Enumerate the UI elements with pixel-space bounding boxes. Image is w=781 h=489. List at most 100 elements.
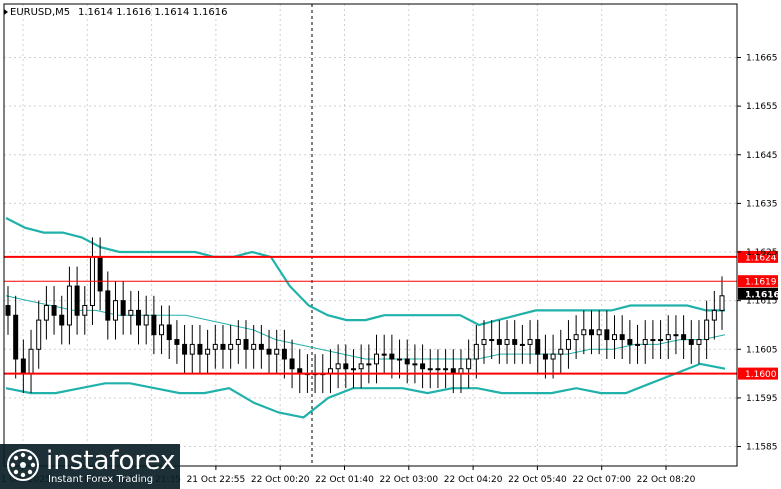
candle-body [581,329,587,336]
candle-body [82,305,88,316]
candle-body [166,324,172,341]
candle [297,349,303,394]
candle [397,339,403,379]
chart-grid [4,4,737,466]
candle-body [527,339,533,345]
candle [251,324,257,369]
candle-body [212,343,218,350]
candle [136,290,142,345]
candle-body [5,305,11,316]
x-tick-label: 22 Oct 04:20 [444,475,503,485]
candle [381,334,387,374]
candle-body [120,300,126,316]
candle-body [228,343,234,350]
candle [443,349,449,389]
candle-body [174,339,180,345]
ohlc-readout: 1.1614 1.1616 1.1614 1.1616 [78,7,228,18]
candle [496,320,502,364]
candle [174,320,180,364]
candle [59,295,65,345]
candle [228,324,234,369]
candle [719,276,725,330]
candle-body [358,363,364,370]
candle [243,320,249,369]
candle-body [642,339,648,345]
candle-body [650,339,656,342]
y-tick-label: 1.1615 [746,297,778,307]
candle-body [435,368,441,371]
y-tick-label: 1.1605 [746,345,778,355]
candle-body [404,358,410,365]
horizontal-levels[interactable]: 1.1624 1.1619 1.1600 1.1616 [4,250,780,380]
price-level-label: 1.1624 [745,253,777,263]
candle-body [619,334,625,341]
candle-body [251,343,257,350]
candle [404,339,410,384]
candle-body [243,339,249,350]
candle [450,349,456,394]
candle [420,344,426,389]
candle [43,286,49,340]
candle [658,320,664,360]
x-tick-label: 22 Oct 05:40 [508,475,567,485]
candle [435,349,441,389]
symbol-arrow-icon [4,9,8,15]
bollinger-upper-line [5,217,725,327]
candle [343,344,349,389]
y-tick-label: 1.1585 [746,443,778,453]
candle-body [596,329,602,336]
candle-body [74,285,80,316]
candle-body [711,309,717,321]
candle-body [604,329,610,341]
candle-body [220,343,226,350]
candle-body [420,363,426,370]
candle-body [159,324,165,336]
y-tick-label: 1.1625 [746,248,778,258]
x-tick-label: 21 Oct 22:55 [187,475,246,485]
candle [665,315,671,360]
candle-body [136,309,142,326]
y-tick-label: 1.1655 [746,102,778,112]
candle [504,320,510,364]
candle [412,344,418,384]
candle [535,320,541,374]
price-level-tag [738,275,778,288]
candle-body [558,348,564,355]
candle-body [374,353,380,365]
candle-body [43,305,49,321]
candle [105,271,111,340]
candle [258,324,264,369]
candle [612,315,618,360]
candle [289,339,295,389]
candle [681,315,687,360]
candle-body [665,334,671,341]
chart-frame [3,3,738,467]
x-tick-label: 22 Oct 08:20 [637,475,696,485]
candle-body [473,343,479,360]
candle-body [289,358,295,370]
candle [558,329,564,374]
candle [573,315,579,360]
candle-body [412,363,418,366]
price-level-tag [738,367,778,380]
candle-body [658,339,664,342]
candle [112,281,118,340]
candle [427,349,433,389]
candle-body [281,348,287,360]
candles [5,237,725,394]
candle-body [481,339,487,345]
candle-body [627,339,633,345]
candle [688,320,694,364]
candle-body [381,353,387,356]
candle-body [542,353,548,360]
candle [189,324,195,374]
x-tick-label: 22 Oct 00:20 [251,475,310,485]
candle-body [673,334,679,337]
candle [335,344,341,389]
candle [374,334,380,384]
candle [205,329,211,374]
x-tick-label: 22 Oct 01:40 [315,475,374,485]
candle-body [573,334,579,341]
y-tick-label: 1.1665 [746,53,778,63]
